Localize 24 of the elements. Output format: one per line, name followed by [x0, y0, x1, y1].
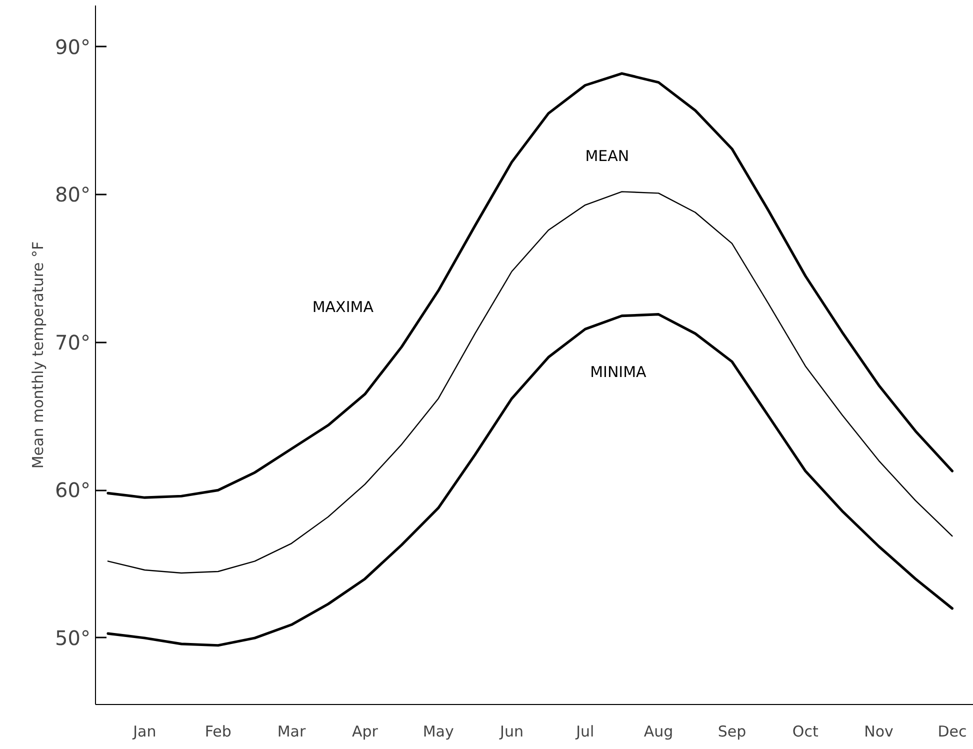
line-series	[106, 313, 954, 647]
line-series	[107, 191, 953, 574]
y-tick-label: 60°	[55, 478, 91, 502]
x-tick-label: Mar	[277, 722, 306, 740]
x-tick-label: Jul	[575, 722, 594, 740]
line-series	[106, 72, 954, 499]
x-tick-label: Apr	[352, 722, 379, 740]
y-tick-label: 70°	[55, 330, 91, 354]
y-tick-label: 50°	[55, 626, 91, 650]
x-tick-label: Sep	[718, 722, 746, 740]
x-tick-label: Dec	[938, 722, 967, 740]
text: MAXIMA	[312, 298, 374, 316]
x-tick-label: Aug	[644, 722, 674, 740]
x-tick-label: Feb	[204, 722, 232, 740]
y-tick-label: 80°	[55, 182, 91, 207]
series-label: MEAN	[585, 147, 630, 166]
x-tick-label: Nov	[864, 722, 894, 740]
y-axis-title: Mean monthly temperature °F	[29, 241, 48, 469]
x-tick-label: Jan	[132, 722, 156, 740]
y-tick-label: 90°	[55, 34, 91, 59]
x-tick-label: May	[422, 722, 454, 740]
x-tick-label: Oct	[792, 722, 818, 740]
series-label: MINIMA	[590, 362, 648, 381]
x-tick-label: Jun	[499, 722, 524, 740]
